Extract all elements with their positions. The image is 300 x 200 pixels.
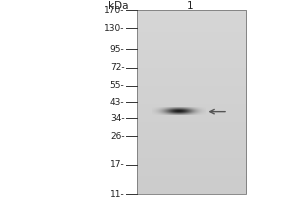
Text: 170-: 170- — [104, 6, 124, 15]
Text: 17-: 17- — [110, 160, 124, 169]
Text: kDa: kDa — [108, 1, 129, 11]
Text: 95-: 95- — [110, 45, 124, 54]
Text: 11-: 11- — [110, 190, 124, 199]
Text: 34-: 34- — [110, 114, 124, 123]
Text: 55-: 55- — [110, 81, 124, 90]
Text: 72-: 72- — [110, 63, 124, 72]
Text: 1: 1 — [187, 1, 194, 11]
Bar — [136, 10, 246, 194]
Text: 130-: 130- — [104, 24, 124, 33]
Text: 43-: 43- — [110, 98, 124, 107]
Text: 26-: 26- — [110, 132, 124, 141]
